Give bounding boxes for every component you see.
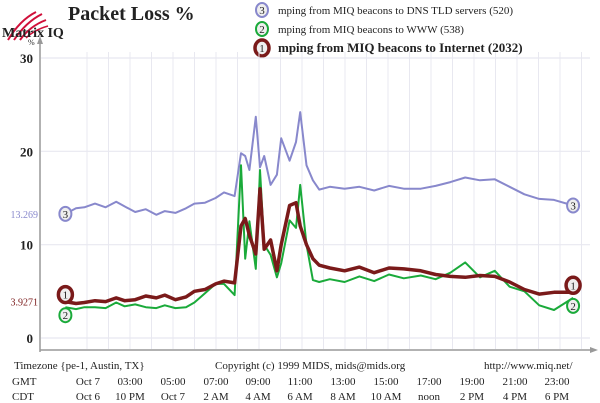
- series-end-marker-2: [566, 297, 581, 314]
- legend-marker-3: [255, 2, 269, 18]
- x-tick-label: 6 AM: [287, 391, 313, 403]
- legend-marker-number: 3: [259, 5, 265, 17]
- y-tick-label: 20: [20, 144, 33, 159]
- x-tick-label: 09:00: [245, 376, 271, 388]
- copyright-text: Copyright (c) 1999 MIDS, mids@mids.org: [215, 360, 406, 372]
- legend-entry-2: mping from MIQ beacons to WWW (538): [278, 24, 464, 36]
- series-marker-number: 2: [63, 310, 69, 322]
- x-tick-label: 6 PM: [545, 391, 569, 403]
- x-tick-label: 19:00: [459, 376, 485, 388]
- x-tick-label: 8 AM: [330, 391, 356, 403]
- y-axis-label: %: [28, 38, 35, 47]
- series-markers: 3 3 13.269 2 2 1 1 3.9271: [11, 197, 582, 324]
- x-tick-label: Oct 7: [161, 391, 186, 403]
- x-tick-label: 05:00: [160, 376, 186, 388]
- series-start-value-1: 3.9271: [11, 298, 39, 309]
- legend-entry-3: mping from MIQ beacons to DNS TLD server…: [278, 5, 513, 17]
- series-marker-number: 3: [570, 200, 576, 212]
- timezone-text: Timezone {pe-1, Austin, TX}: [14, 360, 145, 372]
- x-tick-label: 13:00: [330, 376, 356, 388]
- y-axis-arrow-icon: [37, 36, 43, 44]
- x-tick-label: 2 PM: [460, 391, 484, 403]
- y-tick-label: 0: [27, 331, 34, 346]
- chart-title: Packet Loss %: [68, 3, 195, 25]
- legend: 3 mping from MIQ beacons to DNS TLD serve…: [253, 2, 523, 58]
- series-marker-number: 1: [63, 290, 69, 302]
- x-tick-label: 11:00: [288, 376, 313, 388]
- series-end-marker-3: [566, 197, 581, 214]
- series-marker-number: 2: [570, 301, 576, 313]
- time-row-label-cdt: CDT: [12, 391, 34, 403]
- y-tick-label: 30: [20, 51, 33, 66]
- series-line-2: [65, 164, 574, 311]
- x-tick-label: 21:00: [502, 376, 528, 388]
- x-tick-label: 07:00: [203, 376, 229, 388]
- x-tick-label: 23:00: [544, 376, 570, 388]
- x-tick-label: Oct 7: [76, 376, 101, 388]
- series-lines: [64, 111, 574, 311]
- x-axis-arrow-icon: [590, 347, 598, 353]
- x-tick-label: 10 PM: [115, 391, 145, 403]
- series-marker-number: 3: [63, 209, 69, 221]
- y-tick-label: 10: [20, 238, 33, 253]
- x-tick-label: 03:00: [117, 376, 143, 388]
- x-tick-label: 2 AM: [203, 391, 229, 403]
- y-tick-labels: 0 10 20 30: [20, 51, 33, 346]
- time-row-label-gmt: GMT: [12, 376, 37, 388]
- x-tick-label: 17:00: [416, 376, 442, 388]
- series-line-1: [65, 186, 574, 306]
- series-end-marker-1: [56, 284, 75, 305]
- axes: %: [28, 36, 598, 353]
- x-tick-label: Oct 6: [76, 391, 101, 403]
- series-start-value-3: 13.269: [11, 210, 39, 221]
- series-line-3: [64, 111, 574, 216]
- x-tick-label: 15:00: [373, 376, 399, 388]
- series-end-marker-2: [58, 307, 73, 324]
- x-tick-label: 4 PM: [503, 391, 527, 403]
- series-end-marker-3: [58, 205, 73, 222]
- matrix-iq-logo: Matrix IQ: [2, 11, 64, 41]
- x-tick-label: noon: [418, 391, 441, 403]
- legend-marker-2: [255, 21, 269, 37]
- series-end-marker-1: [564, 275, 582, 296]
- legend-entry-1: mping from MIQ beacons to Internet (2032…: [278, 40, 523, 55]
- url-link[interactable]: http://www.miq.net/: [484, 360, 573, 372]
- legend-marker-number: 2: [259, 24, 265, 36]
- footer: Timezone {pe-1, Austin, TX} Copyright (c…: [14, 360, 573, 372]
- legend-marker-number: 1: [259, 43, 265, 55]
- time-axis-labels: GMT Oct 7 03:00 05:00 07:00 09:00 11:00 13:00 15…: [12, 376, 570, 403]
- series-marker-number: 1: [570, 280, 576, 292]
- x-tick-label: 10 AM: [371, 391, 402, 403]
- grid: [41, 52, 590, 349]
- x-tick-label: 4 AM: [245, 391, 271, 403]
- logo-text: Matrix IQ: [2, 26, 64, 41]
